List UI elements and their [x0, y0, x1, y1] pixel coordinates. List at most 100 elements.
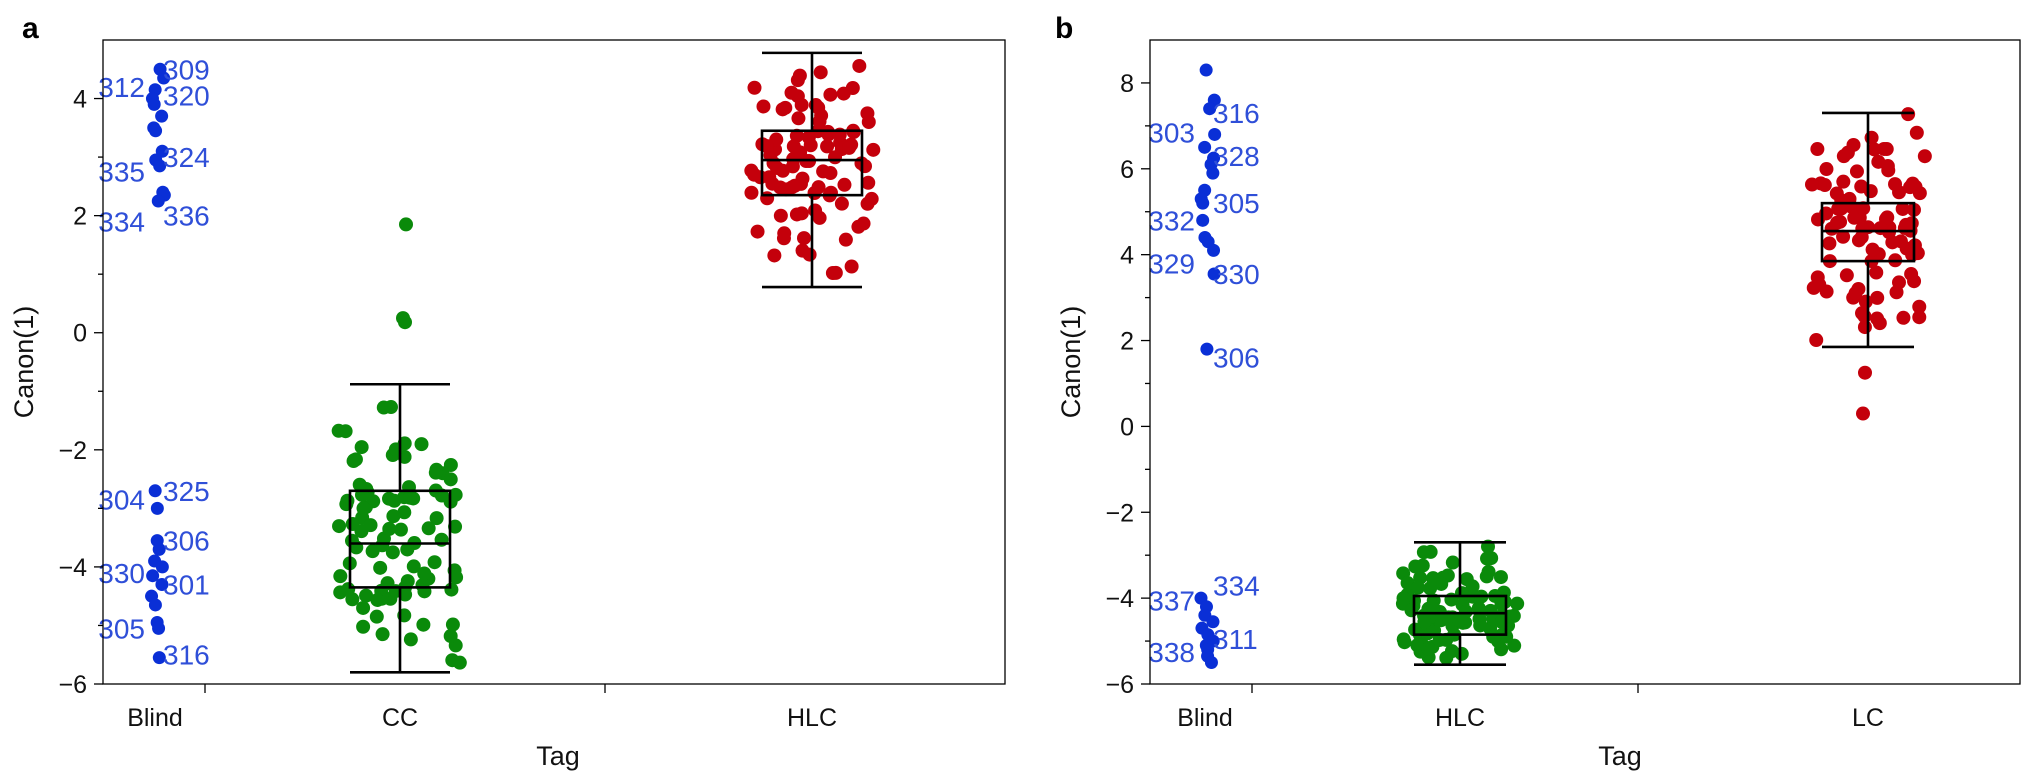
hlc-point	[860, 106, 875, 121]
lc-point	[1872, 316, 1887, 331]
lc-point	[1829, 215, 1844, 230]
panel-b: b 316 303 328 305 332 329 330 306 334 337 311 338 −…	[1055, 12, 2021, 771]
cc-point	[393, 522, 408, 537]
blind-point	[1204, 656, 1218, 670]
lc-point	[1809, 333, 1824, 348]
blind-point	[1200, 342, 1214, 356]
cc-point	[445, 617, 460, 632]
cc-point	[352, 477, 367, 492]
lc-point	[1846, 137, 1861, 152]
y-tick-label: −4	[58, 554, 87, 582]
lc-point	[1899, 217, 1914, 232]
panel-b-y-axis-title: Canon(1)	[1056, 306, 1086, 419]
blind-point-label: 330	[1213, 259, 1260, 290]
cc-point	[429, 511, 444, 526]
hlc-point	[834, 196, 849, 211]
x-tick-label: Blind	[1177, 704, 1233, 732]
hlc-point	[1507, 638, 1522, 653]
lc-point	[1905, 247, 1920, 262]
panel-a-x-axis-title: Tag	[536, 741, 580, 771]
lc-point	[1917, 149, 1932, 164]
hlc-point	[1510, 596, 1525, 611]
hlc-point	[852, 58, 867, 73]
blind-point-label: 324	[163, 142, 210, 173]
hlc-point	[1417, 614, 1432, 629]
hlc-point	[789, 207, 804, 222]
hlc-point	[801, 130, 816, 145]
hlc-point	[1471, 601, 1486, 616]
cc-point	[448, 519, 463, 534]
hlc-point	[790, 73, 805, 88]
blind-point-label: 335	[98, 157, 145, 188]
hlc-point	[1493, 570, 1508, 585]
hlc-point	[750, 224, 765, 239]
cc-point	[370, 592, 385, 607]
hlc-point	[785, 159, 800, 174]
blind-point-label: 320	[163, 81, 210, 112]
hlc-point	[1454, 586, 1469, 601]
blind-point	[155, 560, 169, 574]
lc-point	[1869, 265, 1884, 280]
cc-point	[443, 629, 458, 644]
blind-point	[148, 484, 162, 498]
hlc-point	[828, 265, 843, 280]
lc-point	[1849, 164, 1864, 179]
blind-point	[150, 501, 164, 515]
blind-point	[1196, 213, 1210, 227]
hlc-point	[756, 99, 771, 114]
lc-point	[1912, 299, 1927, 314]
hlc-point	[1486, 629, 1501, 644]
lc-point	[1810, 142, 1825, 157]
hlc-point	[744, 185, 759, 200]
lc-point	[1870, 290, 1885, 305]
blind-point-label: 334	[98, 206, 145, 237]
hlc-point	[1454, 646, 1469, 661]
lc-point	[1851, 233, 1866, 248]
hlc-point	[842, 140, 857, 155]
lc-point	[1855, 221, 1870, 236]
cc-point	[387, 493, 402, 508]
blind-point	[1203, 102, 1217, 116]
hlc-point	[766, 156, 781, 171]
hlc-point	[1410, 638, 1425, 653]
lc-point	[1848, 286, 1863, 301]
panel-b-x-ticks: Blind HLC LC	[1177, 684, 1884, 732]
cc-point	[356, 619, 371, 634]
lc-point	[1819, 162, 1834, 177]
hlc-point	[1499, 629, 1514, 644]
lc-point	[1829, 186, 1844, 201]
hlc-point	[794, 97, 809, 112]
cc-point	[443, 472, 458, 487]
hlc-point	[778, 100, 793, 115]
hlc-point	[787, 178, 802, 193]
blind-point	[152, 542, 166, 556]
panel-a-y-ticks: −6 −4 −2 0 2 4	[58, 86, 103, 699]
x-tick-label: Blind	[127, 704, 183, 732]
cc-point	[373, 560, 388, 575]
y-tick-label: 4	[1120, 242, 1134, 270]
y-tick-label: −2	[1105, 499, 1134, 527]
lc-point	[1892, 275, 1907, 290]
hlc-point	[864, 191, 879, 206]
cc-point	[421, 521, 436, 536]
hlc-point	[1480, 551, 1495, 566]
cc-point	[354, 440, 369, 455]
blind-point	[153, 159, 167, 173]
y-tick-label: 6	[1120, 156, 1134, 184]
blind-point-label: 312	[98, 72, 145, 103]
cc-point	[385, 545, 400, 560]
hlc-point	[789, 128, 804, 143]
hlc-point	[786, 139, 801, 154]
blind-point-label: 328	[1213, 141, 1260, 172]
hlc-point	[773, 208, 788, 223]
blind-point	[157, 71, 171, 85]
lc-point	[1909, 125, 1924, 140]
cc-point	[406, 559, 421, 574]
outlier-point	[1858, 365, 1872, 380]
cc-point	[341, 582, 356, 597]
lc-point	[1863, 184, 1878, 199]
x-tick-label: HLC	[787, 704, 837, 732]
outlier-point	[399, 217, 413, 232]
outlier-point	[398, 315, 412, 330]
y-tick-label: 2	[73, 203, 87, 231]
